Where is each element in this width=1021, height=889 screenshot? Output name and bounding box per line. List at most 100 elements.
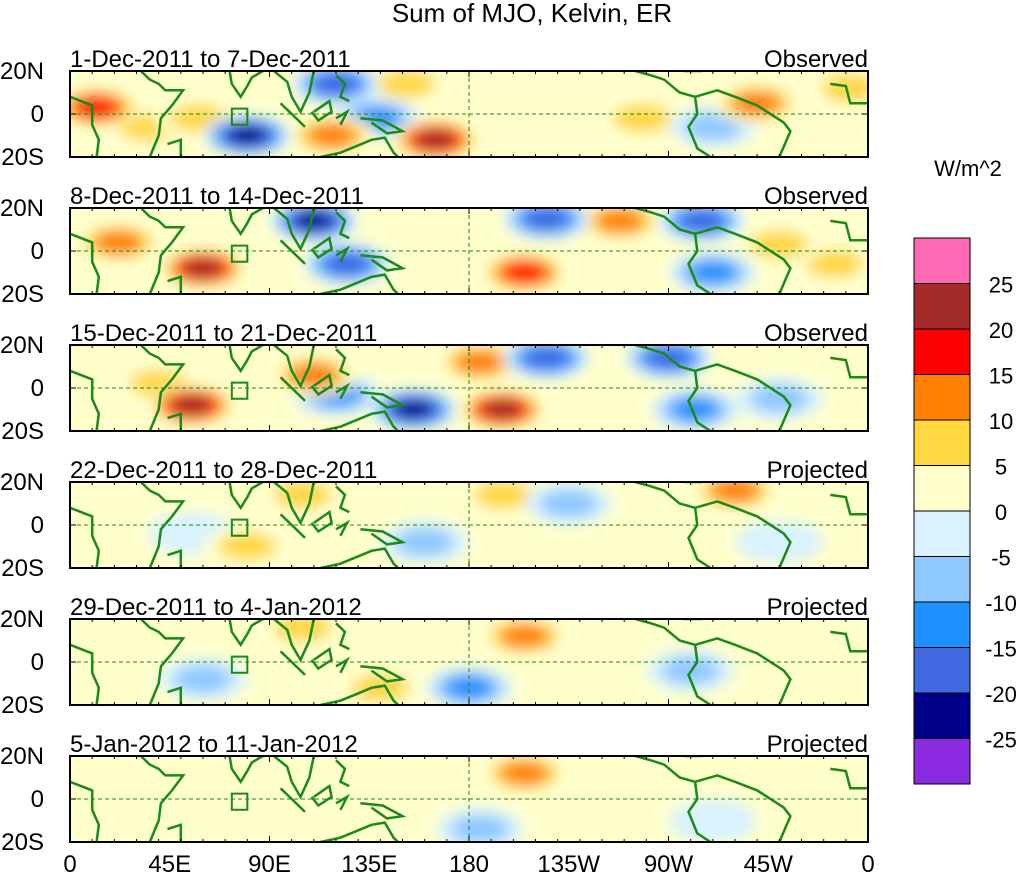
coastline	[273, 756, 316, 800]
x-axis: 0 45E 90E 135E 180 135W 90W 45W 0	[63, 851, 874, 878]
panel-3: 20N 0 20S 15-Dec-2011 to 21-Dec-2011 Observe…	[0, 320, 869, 445]
panel-period-label: 8-Dec-2011 to 14-Dec-2011	[70, 183, 364, 210]
anomaly-contour	[482, 399, 523, 420]
panel-period-label: 1-Dec-2011 to 7-Dec-2011	[70, 46, 351, 73]
colorbar-tick-label: -15	[985, 637, 1017, 662]
coastline	[140, 71, 186, 157]
colorbar-swatch	[913, 510, 971, 557]
y-tick-label: 0	[31, 101, 44, 128]
anomaly-contour	[539, 489, 598, 518]
anomaly-contour	[671, 397, 720, 422]
coastline	[310, 372, 333, 397]
coastline	[694, 225, 792, 294]
anomaly-contour	[733, 91, 782, 115]
anomaly-contour	[445, 676, 493, 700]
panel-1: 20N 0 20S 1-Dec-2011 to 7-Dec-2011 Observed	[0, 46, 869, 171]
colorbar-swatch	[913, 328, 971, 375]
coastlines	[70, 482, 868, 568]
y-tick-label: 0	[31, 238, 44, 265]
anomaly-contour	[181, 786, 270, 829]
y-tick-label: 0	[31, 512, 44, 539]
colorbar-swatch	[913, 738, 971, 785]
anomaly-contour	[735, 521, 824, 564]
panel-period-label: 29-Dec-2011 to 4-Jan-2012	[70, 594, 362, 621]
coastline	[167, 686, 183, 705]
colorbar-swatch	[913, 419, 971, 466]
coastline	[320, 821, 399, 842]
y-tick-label: 20N	[0, 195, 44, 222]
colorbar-swatch	[913, 647, 971, 694]
panel-4: 20N 0 20S 22-Dec-2011 to 28-Dec-2011 Project…	[0, 457, 869, 582]
anomaly-contour	[183, 258, 223, 279]
anomaly-field	[159, 619, 735, 705]
coastlines	[70, 756, 868, 842]
anomaly-contour	[750, 230, 809, 259]
colorbar: W/m^2 -25 -20 -15 -10 -5 0 5 10 15 20 25	[913, 156, 1017, 785]
anomaly-contour	[227, 125, 268, 146]
anomaly-contour	[500, 761, 549, 785]
y-tick-label: 20S	[1, 144, 44, 171]
anomaly-field	[103, 756, 757, 842]
region-box	[230, 381, 249, 400]
coastline	[830, 630, 868, 653]
anomaly-contour	[273, 482, 332, 509]
y-tick-label: 20S	[1, 555, 44, 582]
coastline	[335, 759, 350, 788]
coastline	[830, 493, 868, 516]
anomaly-contour	[451, 815, 510, 842]
chart-title: Sum of MJO, Kelvin, ER	[392, 0, 672, 28]
coastline	[310, 509, 333, 534]
anomaly-contour	[391, 208, 480, 247]
anomaly-contour	[218, 532, 277, 561]
coastline	[228, 619, 264, 648]
coastline	[273, 482, 316, 526]
anomaly-contour	[174, 665, 232, 694]
y-tick-label: 20N	[0, 332, 44, 359]
coastline	[694, 363, 792, 431]
anomaly-field	[70, 71, 868, 157]
panel-status-label: Projected	[767, 594, 868, 621]
coastline	[320, 547, 399, 568]
y-tick-label: 20N	[0, 606, 44, 633]
panel-status-label: Observed	[764, 183, 868, 210]
y-tick-label: 20N	[0, 469, 44, 496]
coastline	[310, 646, 333, 671]
colorbar-swatch	[913, 692, 971, 739]
anomaly-contour	[668, 799, 757, 842]
region-box	[230, 244, 249, 263]
coastline	[335, 382, 351, 400]
coastline	[228, 71, 264, 100]
coastline	[167, 549, 183, 568]
colorbar-swatch	[913, 237, 971, 284]
panel-period-label: 5-Jan-2012 to 11-Jan-2012	[70, 731, 358, 758]
coastline	[335, 108, 351, 126]
coastline	[228, 482, 264, 511]
coastline	[140, 482, 186, 568]
anomaly-contour	[805, 249, 864, 278]
coastline	[360, 665, 407, 683]
y-tick-label: 0	[31, 375, 44, 402]
coastline	[70, 506, 101, 568]
coastline	[273, 71, 316, 115]
coastline	[320, 410, 399, 431]
coastline	[228, 345, 264, 374]
coastline	[830, 219, 868, 242]
coastline	[228, 756, 264, 785]
coastline	[320, 684, 399, 705]
anomaly-contour	[595, 209, 644, 233]
coastline	[335, 211, 350, 240]
anomaly-contour	[502, 262, 546, 283]
coastline	[335, 245, 351, 263]
y-tick-label: 20S	[1, 418, 44, 445]
coastline	[140, 756, 186, 842]
colorbar-swatch	[913, 556, 971, 603]
coastline	[360, 391, 407, 409]
colorbar-units: W/m^2	[934, 156, 1002, 181]
anomaly-contour	[612, 104, 671, 133]
panel-5: 20N 0 20S 29-Dec-2011 to 4-Jan-2012 Projecte…	[0, 594, 869, 719]
anomaly-contour	[569, 619, 658, 658]
x-tick-label: 135E	[341, 851, 397, 878]
anomaly-field	[74, 208, 868, 294]
colorbar-swatch	[913, 465, 971, 512]
coastline	[167, 138, 183, 157]
